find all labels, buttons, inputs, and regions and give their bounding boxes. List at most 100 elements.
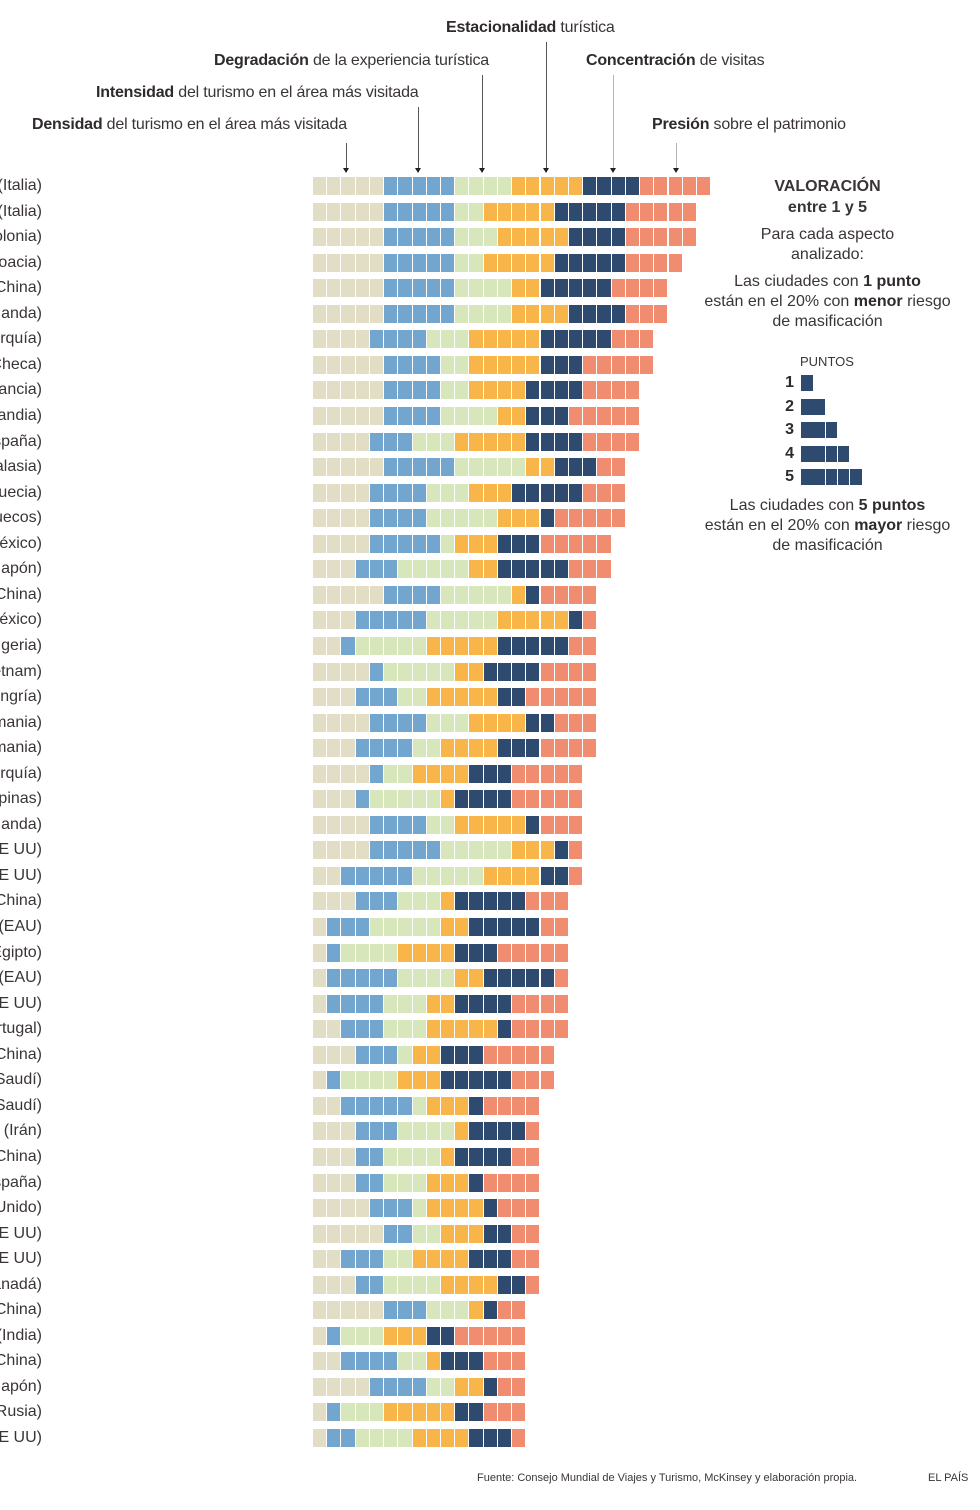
bar-square-presion <box>640 279 654 298</box>
bar-square-densidad <box>341 1199 355 1217</box>
bar-square-degradacion <box>412 918 426 936</box>
bar-square-densidad <box>341 381 355 400</box>
bar-square-intensidad <box>355 1250 369 1269</box>
bar-square-degradacion <box>398 790 412 809</box>
bar-square-densidad <box>313 713 327 732</box>
bar-square-estacionalidad <box>426 1071 440 1090</box>
bar-square-presion <box>526 1250 540 1269</box>
bar-square-presion <box>597 407 611 425</box>
bar-square-degradacion <box>384 1147 398 1166</box>
city-label: Pekín (China) <box>0 1045 42 1065</box>
bar-square-presion <box>512 764 526 783</box>
bar-square-estacionalidad <box>440 1275 455 1294</box>
bar-square-concentracion <box>512 662 526 681</box>
city-row: Nueva Delhi (India) <box>0 1326 720 1346</box>
city-country: (Alemania) <box>0 739 42 757</box>
bar-square-degradacion <box>355 1429 369 1447</box>
bar-square-estacionalidad <box>426 1199 440 1217</box>
bar-square-presion <box>512 1045 526 1064</box>
legend-high-bold2: mayor <box>854 517 903 534</box>
bar-square-presion <box>583 662 597 681</box>
bar-square-densidad <box>355 662 369 681</box>
bar-square-degradacion <box>455 560 469 579</box>
bar-square-estacionalidad <box>412 764 426 783</box>
bar-square-degradacion <box>384 662 398 681</box>
bar-square-degradacion <box>398 918 412 936</box>
bar-square-degradacion <box>412 994 426 1013</box>
city-label: Antalya (Turquía) <box>0 329 42 349</box>
bar-square-degradacion <box>355 943 369 962</box>
bar-square-estacionalidad <box>554 304 568 323</box>
city-label: Barcelona (España) <box>0 432 42 452</box>
city-row: Shanghái (China) <box>0 1300 720 1320</box>
bar-square-presion <box>512 1326 526 1345</box>
bar-square-concentracion <box>540 509 554 528</box>
bar-square-densidad <box>341 534 355 553</box>
bar-square-concentracion <box>568 611 583 630</box>
bar-square-concentracion <box>526 560 540 579</box>
city-country: (Egipto) <box>0 943 42 961</box>
bar-square-intensidad <box>440 279 455 298</box>
city-row: Praga (Rep. Checa) <box>0 355 720 375</box>
bar-square-presion <box>554 790 568 809</box>
bar-square-concentracion <box>583 228 597 247</box>
bar-square-degradacion <box>455 304 469 323</box>
bar-square-densidad <box>327 509 341 528</box>
bar-square-concentracion <box>512 1122 526 1141</box>
bar-square-presion <box>497 943 512 962</box>
bar-square-degradacion <box>497 458 512 477</box>
bar-square-estacionalidad <box>512 304 526 323</box>
bar-square-degradacion <box>426 1275 440 1294</box>
bar-square-densidad <box>369 228 384 247</box>
bar-square-presion <box>540 1045 554 1064</box>
bar-square-degradacion <box>440 713 455 732</box>
bar-square-intensidad <box>355 969 369 988</box>
city-label: Nueva York (EE UU) <box>0 1224 42 1244</box>
bar-square-presion <box>568 688 583 706</box>
bar-square-estacionalidad <box>455 534 469 553</box>
bar-square-intensidad <box>384 1352 398 1371</box>
bar-square-densidad <box>313 253 327 272</box>
bar-square-densidad <box>341 1045 355 1064</box>
bar-square-densidad <box>369 458 384 477</box>
bar-square-concentracion <box>540 407 554 425</box>
bar-square-densidad <box>327 1020 341 1039</box>
bar-square-densidad <box>355 534 369 553</box>
points-value: 3 <box>785 421 794 438</box>
bar-square-densidad <box>341 177 355 195</box>
city-row: Cancún (México) <box>0 610 720 630</box>
bar-square-presion <box>540 688 554 706</box>
bar-square-degradacion <box>426 483 440 502</box>
bar-square-densidad <box>341 1122 355 1141</box>
bar-square-concentracion <box>540 866 554 885</box>
city-row: Ámsterdam Holanda) <box>0 304 720 324</box>
bar-square-concentracion <box>568 355 583 374</box>
bar-square-concentracion <box>540 969 554 988</box>
bar-square-presion <box>640 330 654 349</box>
city-country: (India) <box>0 1326 42 1344</box>
points-value: 4 <box>785 444 794 462</box>
bar-square-densidad <box>327 228 341 247</box>
bar-square-concentracion <box>469 790 483 809</box>
city-row: Teherán (Irán) <box>0 1121 720 1141</box>
bar-square-intensidad <box>369 739 384 758</box>
bar-square-presion <box>512 943 526 962</box>
bar-square-degradacion <box>483 611 497 630</box>
points-value: 2 <box>785 397 794 415</box>
bar-square-concentracion <box>597 202 611 221</box>
bar-square-degradacion <box>426 611 440 630</box>
bar-square-concentracion <box>554 279 568 298</box>
bar-square-estacionalidad <box>398 943 412 962</box>
bar-square-intensidad <box>355 1122 369 1141</box>
bar-square-intensidad <box>355 739 369 758</box>
bar-square-presion <box>583 585 597 604</box>
bar-square-estacionalidad <box>540 841 554 860</box>
legend-intro-2: analizado: <box>791 246 864 263</box>
bar-square-intensidad <box>412 253 426 272</box>
bar-square-degradacion <box>369 1429 384 1447</box>
bar-square-concentracion <box>526 432 540 451</box>
bar-square-presion <box>611 483 625 502</box>
bar-square-intensidad <box>398 432 412 451</box>
bar-square-estacionalidad <box>455 764 469 783</box>
city-label: Chengdu (China) <box>0 891 42 911</box>
